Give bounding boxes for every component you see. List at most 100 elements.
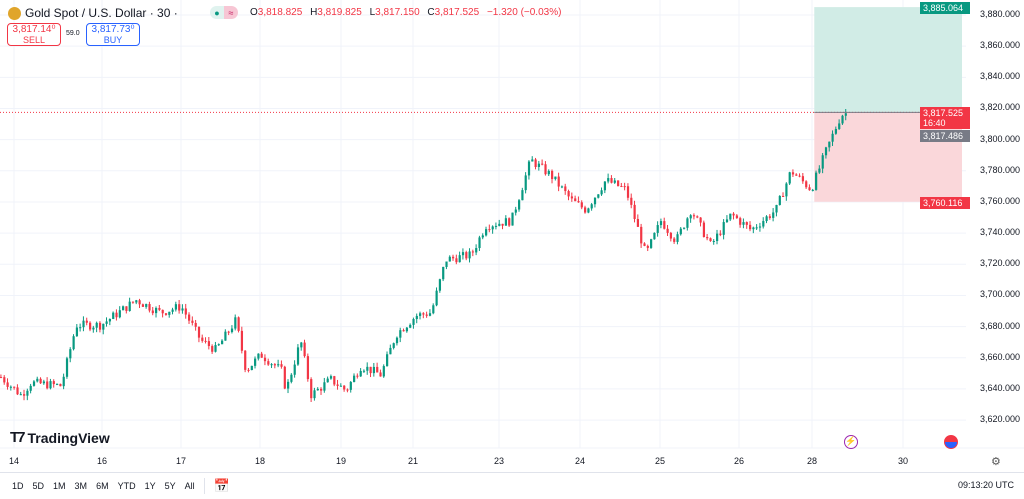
candle-body bbox=[250, 365, 253, 371]
market-status[interactable]: ● ≈ bbox=[210, 6, 238, 19]
candle-body bbox=[221, 340, 224, 345]
goto-date-calendar-icon[interactable]: 📅 bbox=[213, 477, 230, 493]
candle-body bbox=[524, 175, 527, 191]
candle-body bbox=[59, 383, 62, 387]
settings-gear-icon[interactable]: ⚙ bbox=[991, 456, 1001, 468]
candle-body bbox=[36, 378, 39, 382]
lightning-event-icon[interactable]: ⚡ bbox=[844, 435, 858, 449]
range-5d[interactable]: 5D bbox=[32, 480, 45, 491]
candle-body bbox=[610, 178, 613, 183]
candle-body bbox=[735, 215, 739, 219]
candle-body bbox=[201, 337, 204, 341]
range-ytd[interactable]: YTD bbox=[117, 480, 136, 491]
candle-body bbox=[49, 381, 52, 389]
candle-body bbox=[267, 361, 270, 365]
candle-body bbox=[686, 218, 689, 228]
candle-body bbox=[679, 228, 682, 235]
time-axis-label: 30 bbox=[898, 456, 909, 466]
candle-body bbox=[108, 318, 112, 322]
candle-body bbox=[831, 133, 834, 142]
candle-body bbox=[62, 376, 65, 387]
time-axis-label: 23 bbox=[494, 456, 505, 466]
candle-body bbox=[554, 176, 557, 180]
range-1y[interactable]: 1Y bbox=[144, 480, 156, 491]
candle-body bbox=[296, 347, 300, 365]
candle-body bbox=[155, 307, 158, 314]
candle-body bbox=[346, 389, 349, 391]
candle-body bbox=[452, 256, 455, 259]
candle-body bbox=[148, 304, 151, 311]
candle-body bbox=[798, 175, 801, 177]
us-flag-event-icon[interactable] bbox=[944, 435, 958, 449]
candle-body bbox=[521, 190, 524, 201]
candle-body bbox=[514, 209, 517, 213]
candle-body bbox=[762, 221, 765, 227]
spread: 59.0 bbox=[66, 30, 80, 37]
candle-body bbox=[42, 381, 46, 384]
time-axis-label: 24 bbox=[575, 456, 586, 466]
candle-body bbox=[438, 279, 442, 291]
candle-body bbox=[653, 232, 656, 240]
candle-body bbox=[593, 197, 597, 205]
candle-body bbox=[26, 390, 29, 396]
range-3m[interactable]: 3M bbox=[74, 480, 88, 491]
price-axis-label: 3,780.000 bbox=[979, 164, 1020, 175]
candle-body bbox=[75, 327, 79, 337]
price-axis-label: 3,640.000 bbox=[979, 382, 1020, 393]
candle-body bbox=[745, 222, 748, 225]
candle-body bbox=[161, 309, 164, 314]
candle-body bbox=[504, 218, 508, 226]
candle-body bbox=[3, 377, 6, 383]
candle-body bbox=[755, 227, 758, 229]
candle-body bbox=[115, 312, 118, 318]
candle-body bbox=[475, 248, 478, 253]
candle-body bbox=[128, 301, 131, 311]
candle-body bbox=[174, 304, 178, 310]
range-6m[interactable]: 6M bbox=[96, 480, 109, 491]
price-axis-label: 3,660.000 bbox=[979, 351, 1020, 362]
candle-body bbox=[263, 357, 267, 362]
sell-button[interactable]: 3,817.14⁰ SELL bbox=[7, 23, 61, 46]
buy-button[interactable]: 3,817.73⁰ BUY bbox=[86, 23, 140, 46]
candle-body bbox=[485, 229, 488, 236]
candle-body bbox=[676, 234, 679, 242]
candle-body bbox=[630, 197, 633, 205]
candle-body bbox=[343, 385, 346, 390]
candle-body bbox=[326, 378, 329, 383]
candle-body bbox=[303, 342, 306, 357]
candle-body bbox=[659, 221, 663, 226]
range-5y[interactable]: 5Y bbox=[164, 480, 176, 491]
candle-body bbox=[184, 308, 187, 315]
price-chart[interactable] bbox=[0, 0, 1024, 472]
tradingview-logo[interactable]: T7 TradingView bbox=[10, 429, 110, 446]
candle-body bbox=[211, 346, 214, 352]
delayed-icon: ≈ bbox=[224, 6, 238, 19]
candle-body bbox=[574, 198, 577, 202]
candle-body bbox=[584, 207, 587, 213]
range-1m[interactable]: 1M bbox=[53, 480, 66, 491]
candle-body bbox=[313, 390, 316, 399]
candle-body bbox=[613, 180, 616, 183]
candle-body bbox=[673, 238, 676, 242]
candle-body bbox=[422, 313, 425, 315]
range-all[interactable]: All bbox=[184, 480, 195, 491]
candle-body bbox=[105, 321, 108, 324]
candle-body bbox=[260, 353, 263, 358]
candle-body bbox=[742, 222, 745, 225]
candle-body bbox=[501, 223, 504, 226]
candle-body bbox=[122, 306, 125, 311]
symbol-header[interactable]: Gold Spot / U.S. Dollar · 30 · bbox=[8, 6, 178, 20]
candle-body bbox=[478, 237, 481, 249]
range-1d[interactable]: 1D bbox=[12, 480, 24, 491]
candle-body bbox=[82, 320, 85, 328]
candle-body bbox=[650, 239, 653, 248]
candle-body bbox=[844, 113, 847, 116]
candle-body bbox=[541, 163, 544, 165]
candle-body bbox=[564, 186, 567, 192]
candle-body bbox=[56, 383, 59, 385]
candle-body bbox=[412, 319, 415, 325]
candle-body bbox=[217, 344, 220, 346]
clock: 09:13:20 UTC bbox=[957, 480, 1014, 490]
candle-body bbox=[65, 358, 69, 377]
candle-body bbox=[620, 186, 623, 188]
